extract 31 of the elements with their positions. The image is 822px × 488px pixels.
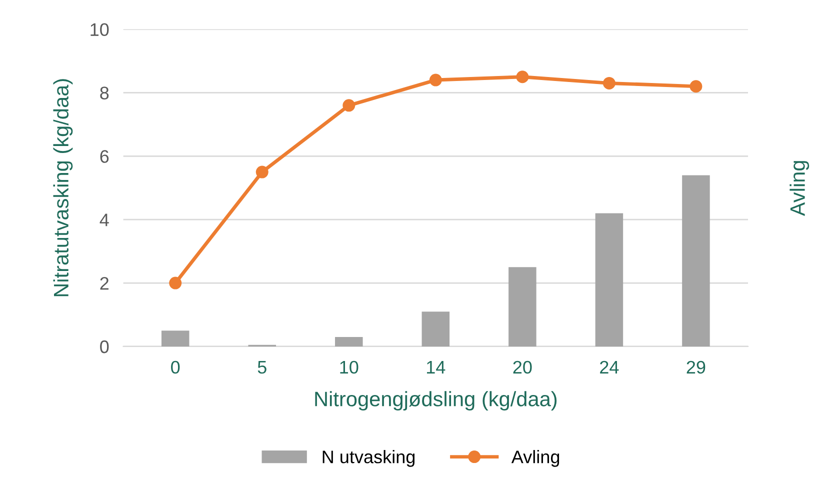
point <box>602 76 616 90</box>
x-axis-title: Nitrogengjødsling (kg/daa) <box>315 391 557 411</box>
point <box>690 80 702 93</box>
bar <box>508 267 536 346</box>
y-tick-label: 2 <box>100 276 109 290</box>
x-tick-label: 0 <box>171 360 180 374</box>
y-tick-label: 10 <box>90 23 109 36</box>
x-tick-label: 29 <box>686 360 706 374</box>
y-axis-title: Nitratutvasking (kg/daa) <box>53 79 73 296</box>
bar <box>161 330 190 346</box>
x-tick-label: 14 <box>426 361 446 374</box>
bar <box>422 312 450 346</box>
x-tick-label: 20 <box>513 360 532 374</box>
y-tick-label: 0 <box>100 340 109 354</box>
y-tick-label: 8 <box>100 86 109 100</box>
x-tick-label: 24 <box>600 360 619 374</box>
y-tick-label: 4 <box>100 214 109 226</box>
bar <box>595 213 624 346</box>
y-tick-label: 6 <box>100 150 109 163</box>
y2-axis-title: Avling <box>790 161 810 216</box>
point <box>169 276 182 290</box>
point <box>516 70 529 84</box>
bar <box>335 336 363 346</box>
legend-label: N utvasking <box>322 450 415 467</box>
point <box>256 166 268 178</box>
x-tick-label: 10 <box>340 360 358 374</box>
point <box>429 74 442 86</box>
x-tick-label: 5 <box>258 361 266 374</box>
legend-label: Avling <box>511 450 560 467</box>
point <box>342 99 356 112</box>
bar <box>682 175 710 346</box>
